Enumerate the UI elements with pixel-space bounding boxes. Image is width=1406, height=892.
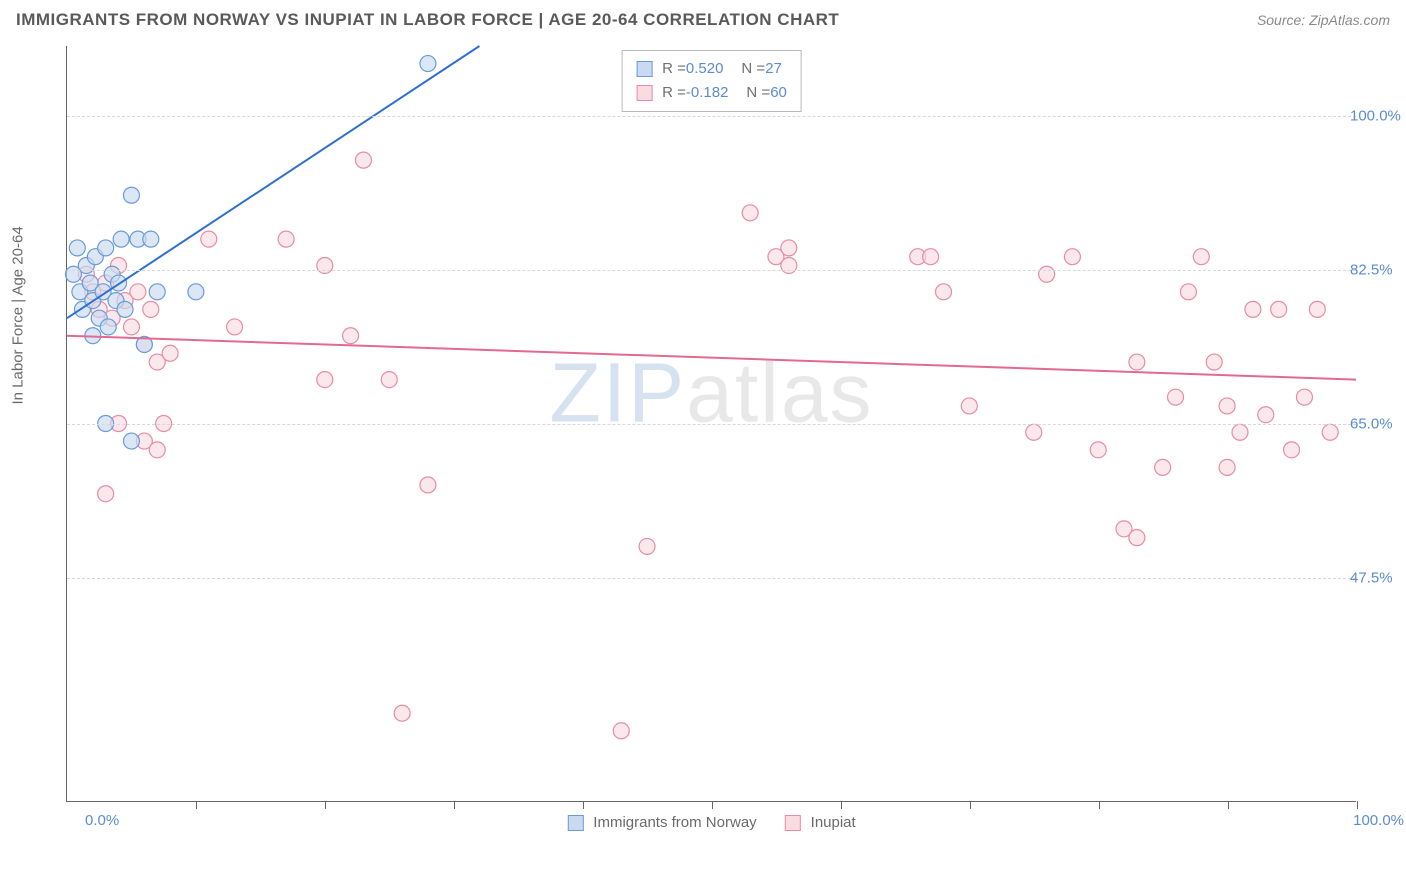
x-tick <box>841 801 842 809</box>
n-label-b: N = <box>746 81 770 105</box>
series-a-name: Immigrants from Norway <box>593 814 756 831</box>
y-tick-label: 47.5% <box>1350 569 1406 586</box>
y-tick-label: 65.0% <box>1350 416 1406 433</box>
correlation-legend: R = 0.520 N = 27 R = -0.182 N = 60 <box>621 50 802 112</box>
chart-header: IMMIGRANTS FROM NORWAY VS INUPIAT IN LAB… <box>0 0 1406 36</box>
gridline <box>67 116 1356 117</box>
x-tick <box>454 801 455 809</box>
r-label-a: R = <box>662 57 686 81</box>
y-axis-title: In Labor Force | Age 20-64 <box>10 226 27 404</box>
legend-item-a: Immigrants from Norway <box>567 814 756 831</box>
x-tick <box>712 801 713 809</box>
swatch-series-b-bottom <box>785 815 801 831</box>
plot-area: ZIPatlas 47.5%65.0%82.5%100.0% 0.0% 100.… <box>66 46 1356 802</box>
x-tick <box>1357 801 1358 809</box>
chart-container: In Labor Force | Age 20-64 ZIPatlas 47.5… <box>46 40 1390 832</box>
gridline <box>67 578 1356 579</box>
swatch-series-a-bottom <box>567 815 583 831</box>
n-value-b: 60 <box>770 81 787 105</box>
chart-source: Source: ZipAtlas.com <box>1257 12 1390 28</box>
x-axis-max-label: 100.0% <box>1353 812 1404 829</box>
legend-item-b: Inupiat <box>785 814 856 831</box>
n-label-a: N = <box>741 57 765 81</box>
r-value-b: -0.182 <box>686 81 729 105</box>
gridline <box>67 424 1356 425</box>
x-tick <box>970 801 971 809</box>
x-tick <box>325 801 326 809</box>
swatch-series-a <box>636 61 652 77</box>
series-b-name: Inupiat <box>811 814 856 831</box>
r-label-b: R = <box>662 81 686 105</box>
n-value-a: 27 <box>765 57 782 81</box>
gridline <box>67 270 1356 271</box>
series-legend: Immigrants from Norway Inupiat <box>567 814 855 831</box>
legend-row-a: R = 0.520 N = 27 <box>636 57 787 81</box>
swatch-series-b <box>636 85 652 101</box>
x-tick <box>1099 801 1100 809</box>
y-tick-label: 82.5% <box>1350 262 1406 279</box>
chart-title: IMMIGRANTS FROM NORWAY VS INUPIAT IN LAB… <box>16 10 839 30</box>
x-tick <box>196 801 197 809</box>
x-tick <box>1228 801 1229 809</box>
legend-row-b: R = -0.182 N = 60 <box>636 81 787 105</box>
r-value-a: 0.520 <box>686 57 724 81</box>
x-axis-min-label: 0.0% <box>85 812 119 829</box>
y-tick-label: 100.0% <box>1350 108 1406 125</box>
x-tick <box>583 801 584 809</box>
